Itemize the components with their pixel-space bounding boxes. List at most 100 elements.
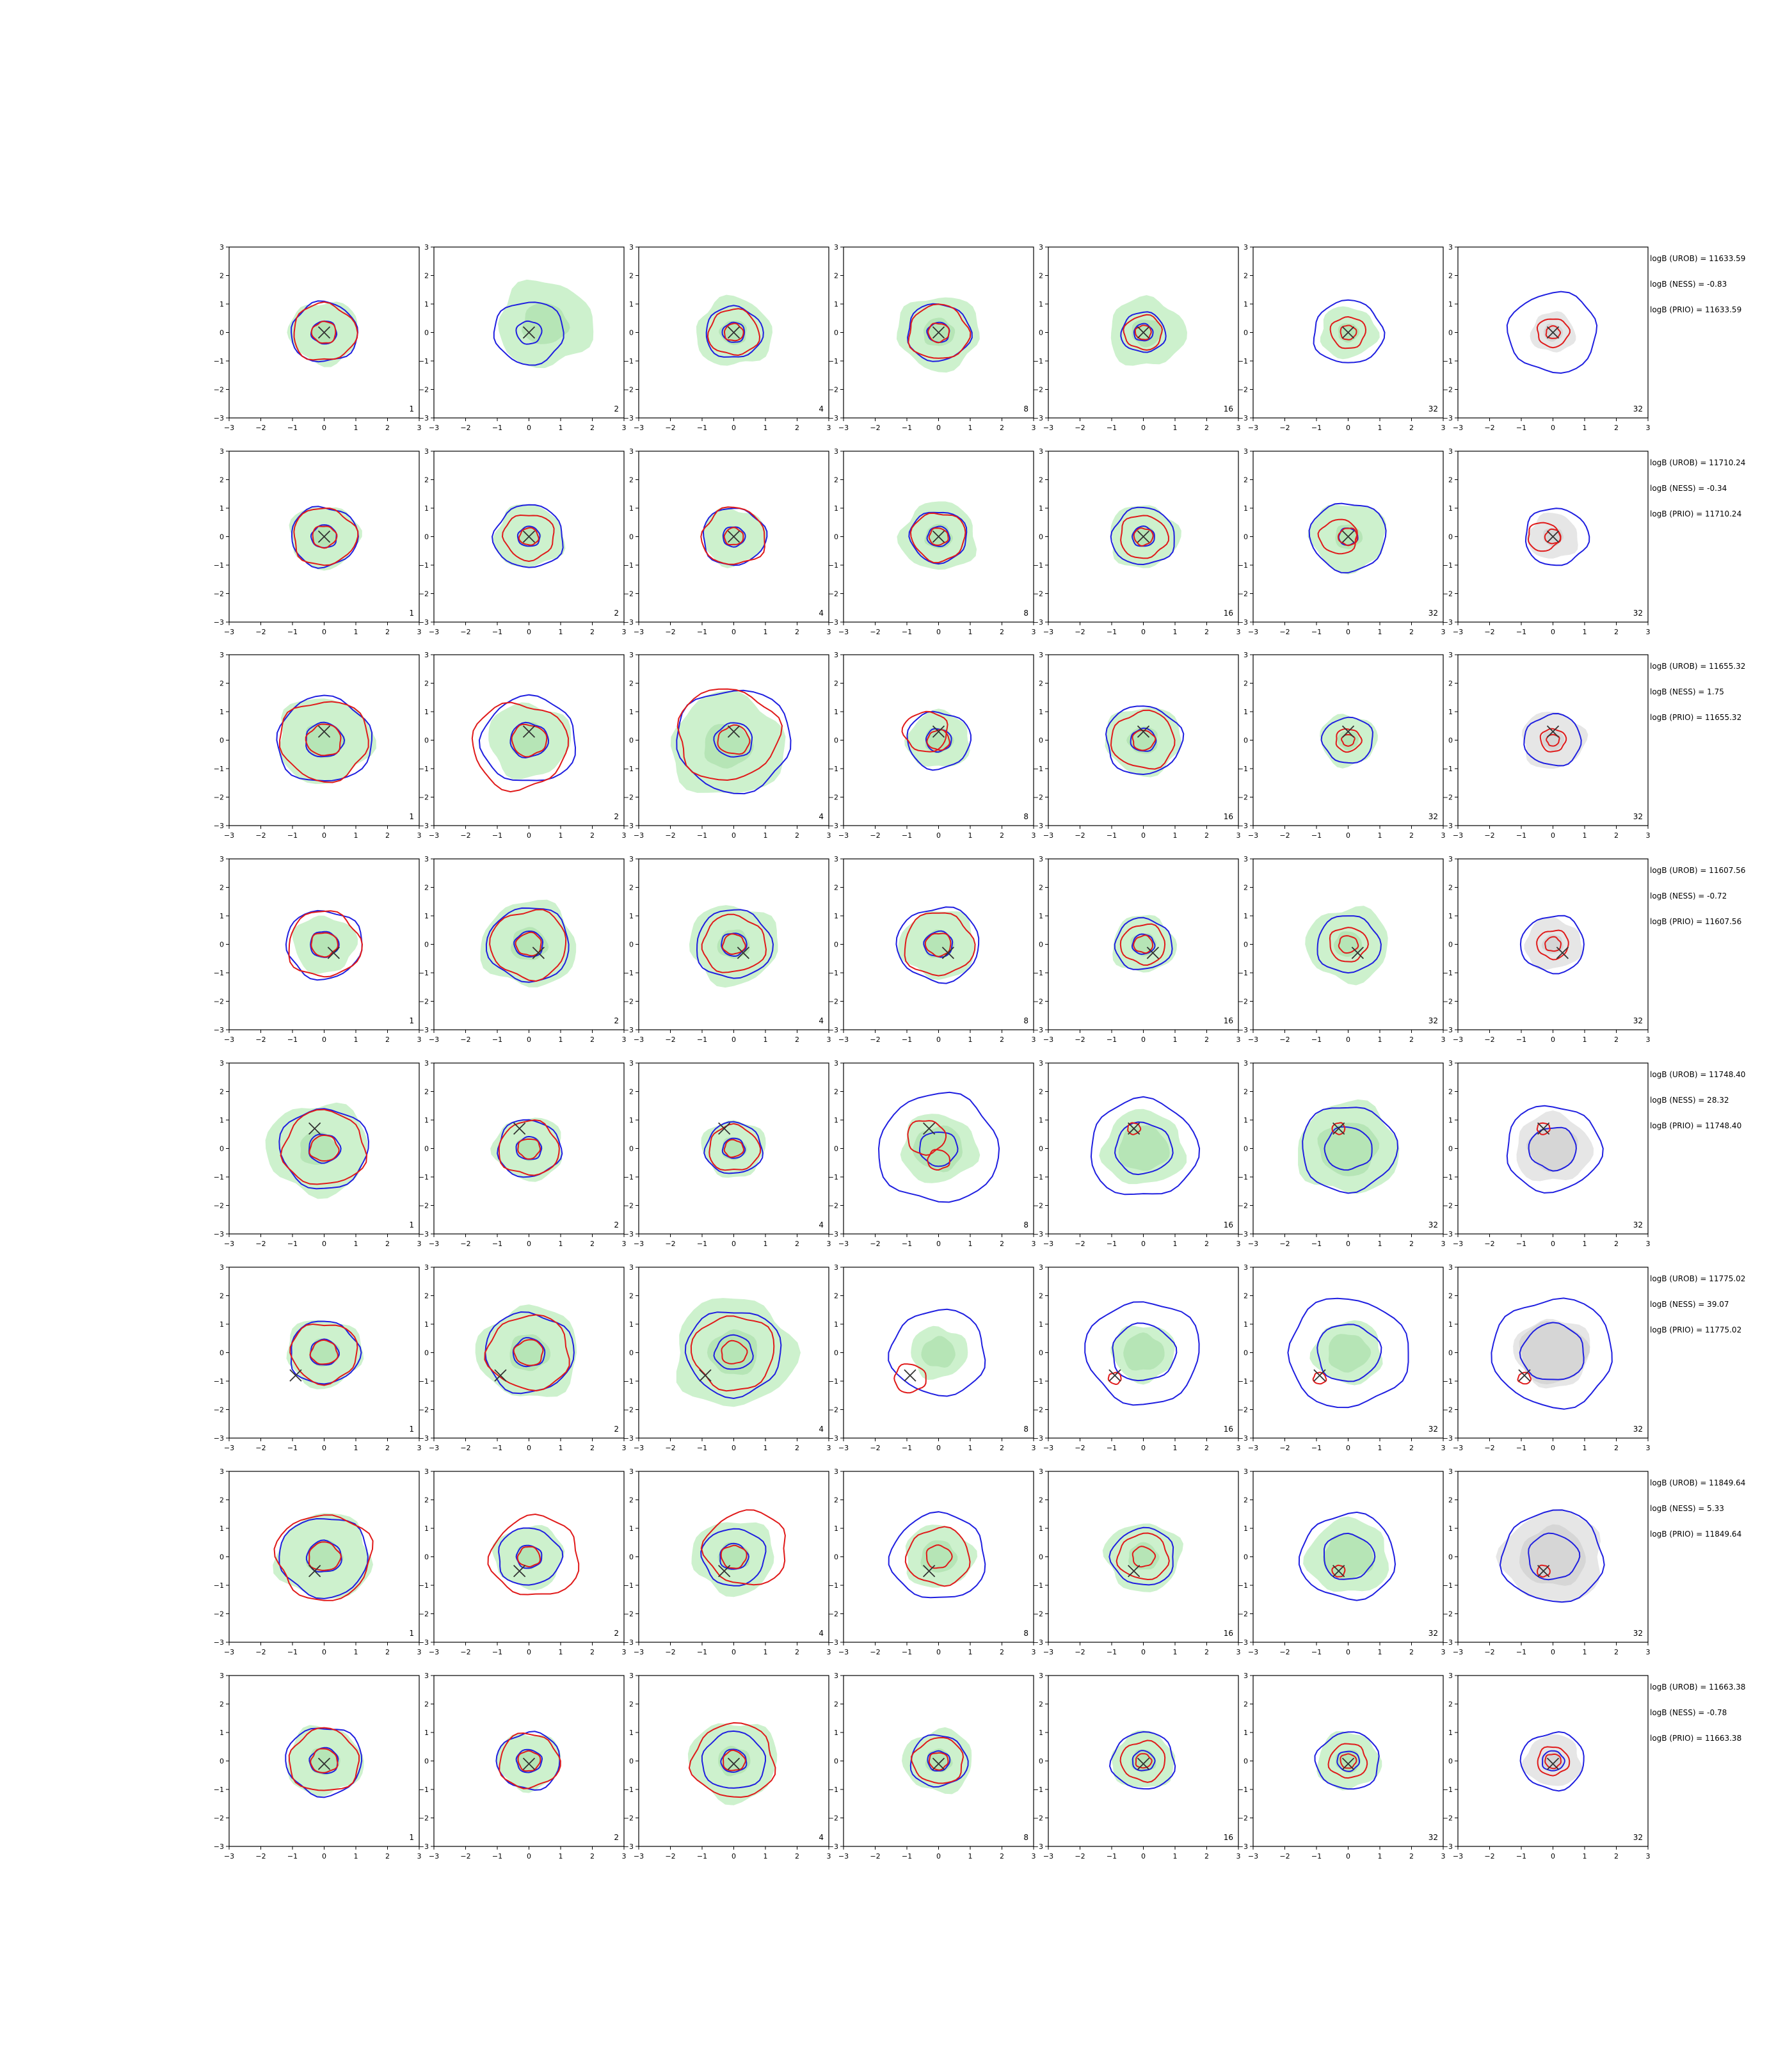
red-contour xyxy=(312,525,338,549)
panel-count-label: 4 xyxy=(819,1016,824,1025)
red-contour xyxy=(1329,927,1369,963)
blue-contour xyxy=(1302,1107,1399,1194)
x-tick-label: −1 xyxy=(287,1852,298,1860)
y-tick-label: −3 xyxy=(1033,1434,1043,1443)
y-tick-label: 3 xyxy=(1039,1059,1043,1068)
x-tick-label: 1 xyxy=(968,1240,973,1248)
y-tick-label: 0 xyxy=(629,1757,634,1766)
y-tick-label: 2 xyxy=(220,1700,224,1709)
y-tick-label: 0 xyxy=(424,1553,429,1562)
blue-contour xyxy=(310,524,337,548)
y-tick-label: −3 xyxy=(1033,1638,1043,1647)
x-tick-label: −1 xyxy=(287,1648,298,1656)
red-contour xyxy=(1327,1743,1368,1779)
y-tick-label: 2 xyxy=(424,884,429,892)
red-contour xyxy=(1335,728,1363,753)
y-tick-label: 1 xyxy=(834,1320,838,1329)
y-tick-label: −1 xyxy=(1033,1377,1043,1386)
x-tick-label: 2 xyxy=(1000,831,1004,840)
logb-prio-label: logB (PRIO) = 11710.24 xyxy=(1650,509,1741,518)
truth-marker xyxy=(317,530,331,543)
y-tick-label: −2 xyxy=(419,794,429,802)
blue-contour xyxy=(927,1750,951,1772)
truth-marker xyxy=(522,725,536,738)
x-tick-label: 0 xyxy=(1346,628,1350,636)
y-tick-label: −3 xyxy=(1443,1843,1453,1851)
x-tick-label: −3 xyxy=(634,1852,644,1860)
y-tick-label: −2 xyxy=(1033,998,1043,1006)
x-tick-label: −1 xyxy=(1107,1240,1117,1248)
blue-contour xyxy=(700,1528,767,1587)
y-tick-label: 1 xyxy=(1039,1320,1043,1329)
truth-marker xyxy=(1332,1565,1345,1578)
red-contour xyxy=(487,1513,580,1596)
y-tick-label: −1 xyxy=(214,357,224,365)
x-tick-label: −1 xyxy=(902,1648,912,1656)
x-tick-label: −1 xyxy=(492,1852,502,1860)
x-tick-label: 0 xyxy=(527,1444,531,1452)
y-tick-label: 2 xyxy=(424,476,429,484)
x-tick-label: −1 xyxy=(697,1852,707,1860)
panel-r5-c7: −3 −2 −1 0 1 2 3 −3 −2 −1 0 1 2 3 32 xyxy=(1443,1059,1651,1248)
x-tick-label: 1 xyxy=(1173,1240,1178,1248)
y-tick-label: 1 xyxy=(629,300,634,308)
y-tick-label: −2 xyxy=(1443,794,1453,802)
panel-plot-area xyxy=(273,1513,374,1601)
y-tick-label: 1 xyxy=(834,300,838,308)
y-tick-label: 3 xyxy=(1244,651,1248,659)
y-tick-label: 1 xyxy=(1448,708,1453,716)
panel-plot-area xyxy=(1108,1730,1176,1790)
y-tick-label: −2 xyxy=(1238,1202,1248,1210)
blue-contour xyxy=(1108,1731,1176,1790)
x-tick-label: 1 xyxy=(559,1036,563,1044)
x-tick-label: −2 xyxy=(1484,1240,1494,1248)
y-tick-label: −1 xyxy=(1238,357,1248,365)
blue-contour xyxy=(1130,727,1157,752)
x-tick-label: 3 xyxy=(417,831,422,840)
y-tick-label: −1 xyxy=(1443,765,1453,773)
panel-count-label: 1 xyxy=(409,812,414,821)
red-contour xyxy=(1537,1564,1551,1578)
x-tick-label: −2 xyxy=(255,1444,266,1452)
x-tick-label: −1 xyxy=(287,1444,298,1452)
x-tick-label: 0 xyxy=(732,628,736,636)
x-tick-label: 1 xyxy=(1378,628,1382,636)
x-tick-label: 0 xyxy=(1551,1852,1555,1860)
x-tick-label: −2 xyxy=(665,1444,675,1452)
y-tick-label: −3 xyxy=(828,414,838,422)
x-tick-label: −3 xyxy=(838,1240,849,1248)
y-tick-label: −3 xyxy=(1033,414,1043,422)
y-tick-label: −1 xyxy=(1033,1173,1043,1181)
y-tick-label: 3 xyxy=(220,1059,224,1068)
x-tick-label: −3 xyxy=(838,831,849,840)
y-tick-label: −1 xyxy=(419,765,429,773)
x-tick-label: −2 xyxy=(460,831,470,840)
y-tick-label: 1 xyxy=(1039,1116,1043,1124)
x-tick-label: −3 xyxy=(429,1036,439,1044)
truth-marker xyxy=(1108,1369,1121,1382)
x-tick-label: −1 xyxy=(902,424,912,432)
x-tick-label: 0 xyxy=(322,1036,326,1044)
y-tick-label: 0 xyxy=(629,533,634,541)
y-tick-label: 0 xyxy=(834,1145,838,1153)
blue-contour xyxy=(285,1727,363,1798)
y-tick-label: −3 xyxy=(623,414,634,422)
x-tick-label: −2 xyxy=(255,424,266,432)
truth-marker xyxy=(513,1122,526,1135)
x-tick-label: 3 xyxy=(622,424,627,432)
y-tick-label: 1 xyxy=(834,504,838,513)
x-tick-label: −1 xyxy=(1311,424,1322,432)
density-core xyxy=(1317,1123,1380,1176)
y-tick-label: 1 xyxy=(1244,1524,1248,1533)
y-tick-label: 0 xyxy=(1244,533,1248,541)
x-tick-label: −3 xyxy=(1248,831,1258,840)
red-contour xyxy=(926,728,950,751)
panel-r1-c1: −3 −2 −1 0 1 2 3 −3 −2 −1 0 1 2 3 1 xyxy=(214,243,422,432)
y-tick-label: −2 xyxy=(1033,386,1043,394)
y-tick-label: 3 xyxy=(1448,855,1453,863)
x-tick-label: 1 xyxy=(968,831,973,840)
